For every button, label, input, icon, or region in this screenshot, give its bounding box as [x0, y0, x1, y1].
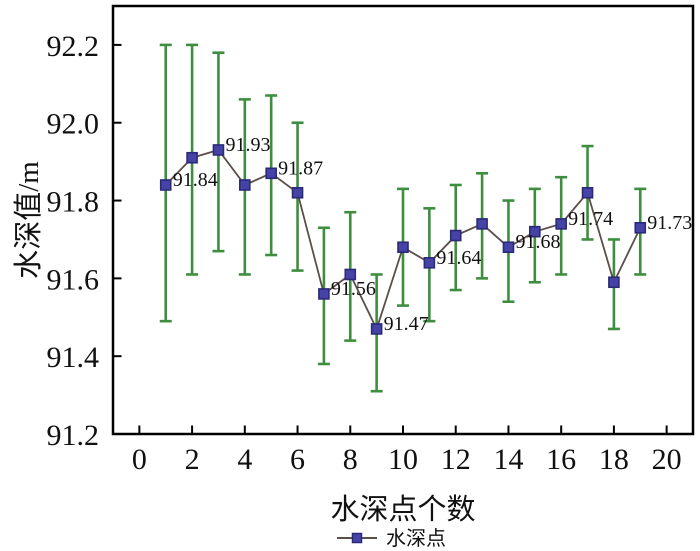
x-tick-label: 20	[652, 443, 682, 476]
y-tick-label: 91.8	[47, 186, 100, 219]
data-point-marker	[423, 256, 436, 269]
y-tick-label: 91.2	[47, 419, 100, 452]
y-tick-label: 91.6	[47, 263, 100, 296]
point-value-label: 91.47	[384, 313, 429, 335]
data-point-marker	[212, 144, 225, 156]
data-point-marker	[555, 218, 567, 230]
data-point-marker	[476, 218, 488, 230]
point-value-label: 91.56	[331, 278, 376, 300]
y-tick-label: 91.4	[47, 341, 100, 374]
point-value-label: 91.73	[647, 212, 692, 234]
point-value-label: 91.84	[173, 169, 218, 191]
point-value-label: 91.68	[515, 231, 560, 253]
data-point-marker	[265, 167, 277, 180]
point-value-label: 91.87	[278, 157, 323, 179]
data-point-marker	[397, 241, 409, 254]
data-point-marker	[370, 323, 383, 335]
x-tick-label: 10	[388, 443, 418, 476]
x-tick-label: 4	[237, 443, 252, 476]
plot-area: 91.8491.9391.8791.5691.4791.6491.6891.74…	[47, 4, 695, 476]
point-value-label: 91.74	[568, 208, 613, 230]
data-point-marker	[344, 268, 357, 281]
x-tick-label: 18	[599, 443, 629, 476]
data-point-marker	[634, 221, 647, 234]
data-point-marker	[449, 229, 462, 242]
data-point-marker	[502, 241, 515, 254]
y-axis-title: 水深值/m	[12, 161, 45, 279]
data-point-marker	[608, 276, 620, 289]
data-point-marker	[159, 179, 172, 191]
y-tick-label: 92.2	[47, 30, 100, 63]
data-point-marker	[291, 186, 304, 199]
data-point-marker	[186, 151, 198, 164]
x-tick-label: 8	[343, 443, 358, 476]
data-point-marker	[581, 186, 594, 199]
x-tick-label: 6	[290, 443, 305, 476]
x-tick-label: 16	[546, 443, 576, 476]
data-point-marker	[529, 225, 541, 238]
data-point-marker	[318, 288, 330, 300]
x-tick-label: 0	[132, 443, 147, 476]
x-tick-label: 2	[185, 443, 200, 476]
legend-square-marker-icon	[351, 532, 363, 544]
point-value-label: 91.64	[436, 247, 481, 269]
x-tick-label: 12	[441, 443, 471, 476]
data-point-marker	[239, 179, 251, 191]
legend-series-label: 水深点	[386, 527, 446, 550]
y-tick-label: 92.0	[47, 108, 100, 141]
point-value-label: 91.93	[225, 134, 270, 156]
x-tick-label: 14	[493, 443, 523, 476]
x-axis-title: 水深点个数	[330, 493, 475, 526]
legend: 水深点	[337, 527, 446, 550]
